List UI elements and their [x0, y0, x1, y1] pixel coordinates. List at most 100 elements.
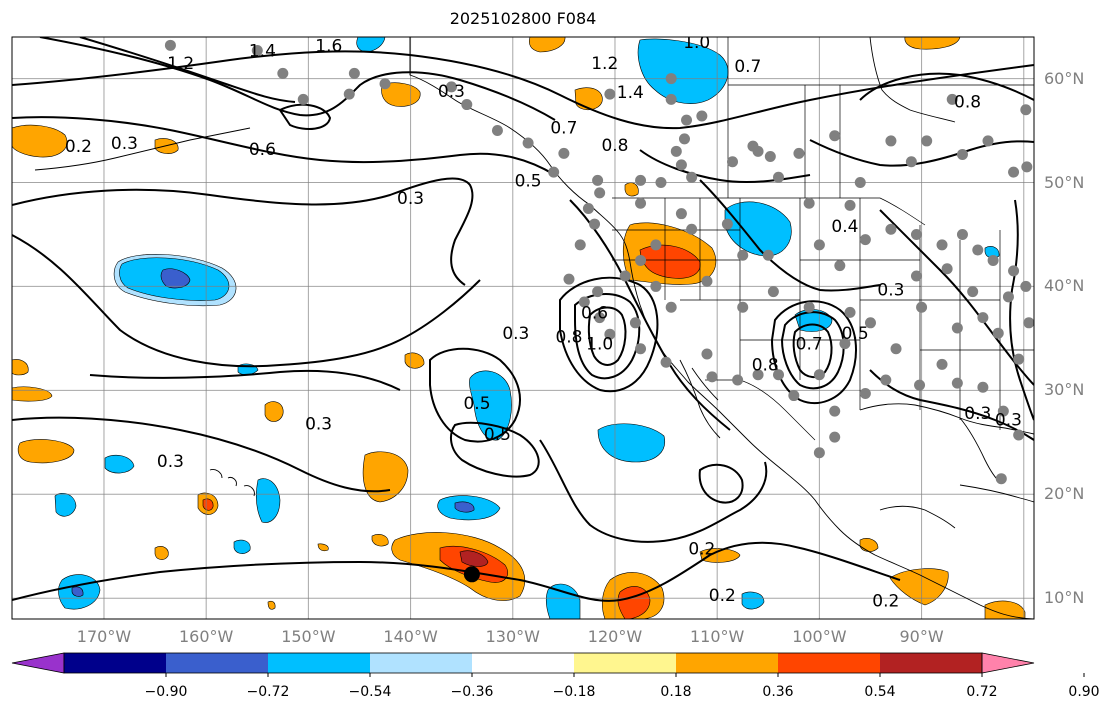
contour-sw-low-2 — [574, 293, 641, 380]
station-marker — [890, 343, 902, 355]
station-marker — [650, 280, 662, 292]
shade-orange-gulf-mex — [889, 568, 949, 606]
tropical-cyclone-marker — [463, 566, 480, 583]
station-marker — [839, 338, 851, 350]
contour-trop-3 — [539, 439, 768, 543]
station-marker — [803, 301, 815, 313]
station-marker — [578, 296, 590, 308]
longitude-label: 140°W — [383, 627, 438, 646]
colorbar-segment — [370, 653, 473, 673]
contour-label: 1.2 — [167, 54, 194, 74]
contour-right-edge — [1009, 199, 1034, 421]
station-marker — [844, 199, 856, 211]
station-marker — [1002, 291, 1014, 303]
colorbar-tick-label: −0.72 — [246, 684, 290, 700]
contour-labels: 1.2 1.4 1.6 0.2 0.3 0.6 0.3 0.5 0.3 0.7 0.8 1.2 1.4 1… — [65, 37, 1022, 611]
latitude-label: 30°N — [1044, 380, 1085, 400]
contour-label: 0.3 — [111, 134, 138, 154]
graticule — [12, 37, 1034, 619]
station-marker — [995, 473, 1007, 485]
shade-orange-hudson — [904, 37, 961, 50]
shade-skyblue-bc — [637, 38, 729, 104]
contour-label: 0.5 — [515, 171, 542, 191]
shade-orange-small-1 — [267, 600, 276, 610]
station-marker — [1020, 104, 1032, 116]
longitude-label: 130°W — [485, 627, 540, 646]
contour-plains-low-2 — [780, 311, 845, 390]
station-marker — [762, 249, 774, 261]
contour-north-4 — [12, 116, 556, 176]
contour-label: 1.4 — [617, 83, 644, 103]
contour-east-3 — [859, 72, 1034, 101]
station-marker — [721, 218, 733, 230]
colorbar-segment — [880, 653, 983, 673]
colorbar-tick-label: −0.54 — [348, 684, 392, 700]
station-marker — [727, 156, 739, 168]
coastline-yucatan — [879, 505, 956, 529]
station-marker — [686, 223, 698, 235]
station-marker — [522, 137, 534, 149]
contour-label: 0.2 — [688, 539, 715, 559]
station-marker — [773, 369, 784, 381]
shade-royalblue-central-pacific — [160, 268, 191, 289]
shade-skyblue-montana — [724, 201, 792, 257]
shade-skyblue-small-3 — [54, 493, 77, 517]
colorbar-segment — [676, 653, 779, 673]
colorbar-tick-label: 0.36 — [762, 684, 794, 700]
plot-background — [12, 37, 1034, 619]
station-marker — [829, 130, 841, 142]
station-marker — [1021, 161, 1033, 173]
station-marker — [737, 249, 749, 261]
station-marker — [982, 135, 994, 147]
contour-mid-2 — [12, 234, 481, 368]
contour-label: 0.5 — [463, 394, 490, 414]
station-marker — [670, 145, 682, 157]
shade-skyblue-small-4 — [233, 539, 251, 554]
border-us-canada — [612, 197, 926, 226]
contour-label: 0.5 — [842, 324, 869, 344]
shade-orange-tropics-110 — [699, 548, 741, 563]
map-title: 2025102800 F084 — [449, 9, 597, 28]
latitude-label: 40°N — [1044, 276, 1085, 296]
station-marker — [379, 78, 391, 90]
station-marker — [732, 374, 744, 386]
station-marker — [737, 301, 749, 313]
coastline-baja — [679, 359, 721, 439]
coastline-aleutians — [34, 127, 251, 171]
station-marker — [859, 234, 871, 246]
station-marker — [916, 301, 928, 313]
station-marker — [829, 431, 841, 443]
shade-skyblue-small-1 — [104, 454, 135, 474]
contour-east-1 — [879, 209, 1034, 386]
station-marker — [592, 174, 604, 186]
contour-label: 0.3 — [438, 82, 465, 102]
station-marker — [655, 177, 667, 188]
longitude-label: 120°W — [587, 627, 643, 646]
station-marker — [665, 301, 677, 313]
contour-north-3 — [79, 37, 296, 103]
coastline-alaska — [409, 37, 1034, 619]
colorbar-tick-label: −0.90 — [144, 684, 188, 700]
contour-label: 0.7 — [550, 118, 577, 138]
station-marker — [277, 67, 289, 79]
contour-label: 0.5 — [484, 425, 511, 445]
anomaly-shading — [12, 37, 1026, 619]
station-marker — [941, 263, 953, 275]
station-marker — [665, 73, 677, 85]
station-markers — [164, 39, 1034, 485]
station-marker — [864, 317, 876, 329]
station-marker — [1013, 353, 1025, 365]
colorbar — [11, 652, 1085, 677]
colorbar-segment — [268, 653, 371, 673]
station-marker — [461, 99, 473, 111]
latitude-label: 10°N — [1044, 588, 1085, 608]
contour-pacific-low-2 — [449, 421, 540, 478]
station-marker — [297, 93, 309, 105]
contour-coast-2 — [699, 179, 881, 292]
shade-skyblue-bottom-2 — [741, 591, 765, 610]
border-states-west — [612, 198, 860, 380]
contour-label: 0.3 — [305, 415, 332, 435]
station-marker — [905, 156, 917, 168]
station-marker — [343, 88, 355, 100]
station-marker — [696, 110, 708, 122]
